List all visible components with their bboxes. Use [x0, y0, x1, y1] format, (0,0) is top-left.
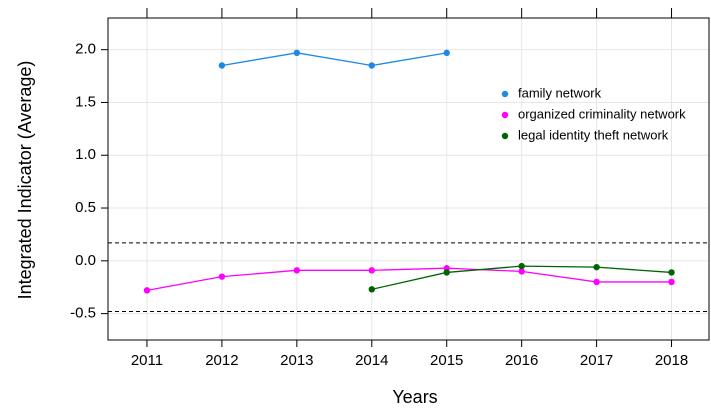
x-tick-label: 2017 — [580, 352, 613, 369]
x-tick-label: 2018 — [655, 352, 688, 369]
x-tick-label: 2012 — [205, 352, 238, 369]
legend-marker — [501, 90, 509, 98]
legend-marker — [501, 111, 509, 119]
point — [368, 62, 375, 69]
point — [443, 49, 450, 57]
plot-frame — [107, 17, 710, 341]
point — [443, 269, 450, 276]
y-axis-label: Integrated Indicator (Average) — [15, 61, 35, 300]
point — [293, 267, 301, 274]
y-tick-label: 1.0 — [75, 146, 96, 163]
y-tick-label: 2.0 — [75, 41, 96, 58]
x-tick-label: 2011 — [131, 352, 163, 369]
point — [293, 49, 301, 57]
series-line — [146, 267, 672, 292]
legend-label: family network — [518, 85, 602, 100]
point — [368, 267, 375, 274]
x-tick-label: 2015 — [430, 352, 463, 369]
point — [518, 268, 525, 275]
y-tick-label: 0.5 — [75, 199, 96, 216]
y-tick-label: -0.5 — [70, 305, 96, 322]
legend-label: organized criminality network — [518, 106, 686, 121]
point — [593, 278, 600, 286]
y-tick-label: 1.5 — [75, 93, 96, 110]
x-tick-label: 2014 — [355, 352, 388, 369]
point — [143, 287, 151, 294]
point — [668, 269, 675, 276]
point — [593, 263, 600, 271]
x-axis-label: Years — [392, 387, 437, 407]
legend-marker — [501, 132, 509, 140]
x-tick-label: 2016 — [505, 352, 538, 369]
point — [518, 262, 525, 270]
y-tick-label: 0.0 — [75, 252, 96, 269]
point — [668, 278, 675, 286]
series-line — [221, 52, 447, 67]
point — [218, 273, 226, 280]
x-tick-label: 2013 — [280, 352, 313, 369]
point — [368, 286, 375, 293]
point — [218, 62, 226, 69]
legend-label: legal identity theft network — [518, 127, 669, 142]
